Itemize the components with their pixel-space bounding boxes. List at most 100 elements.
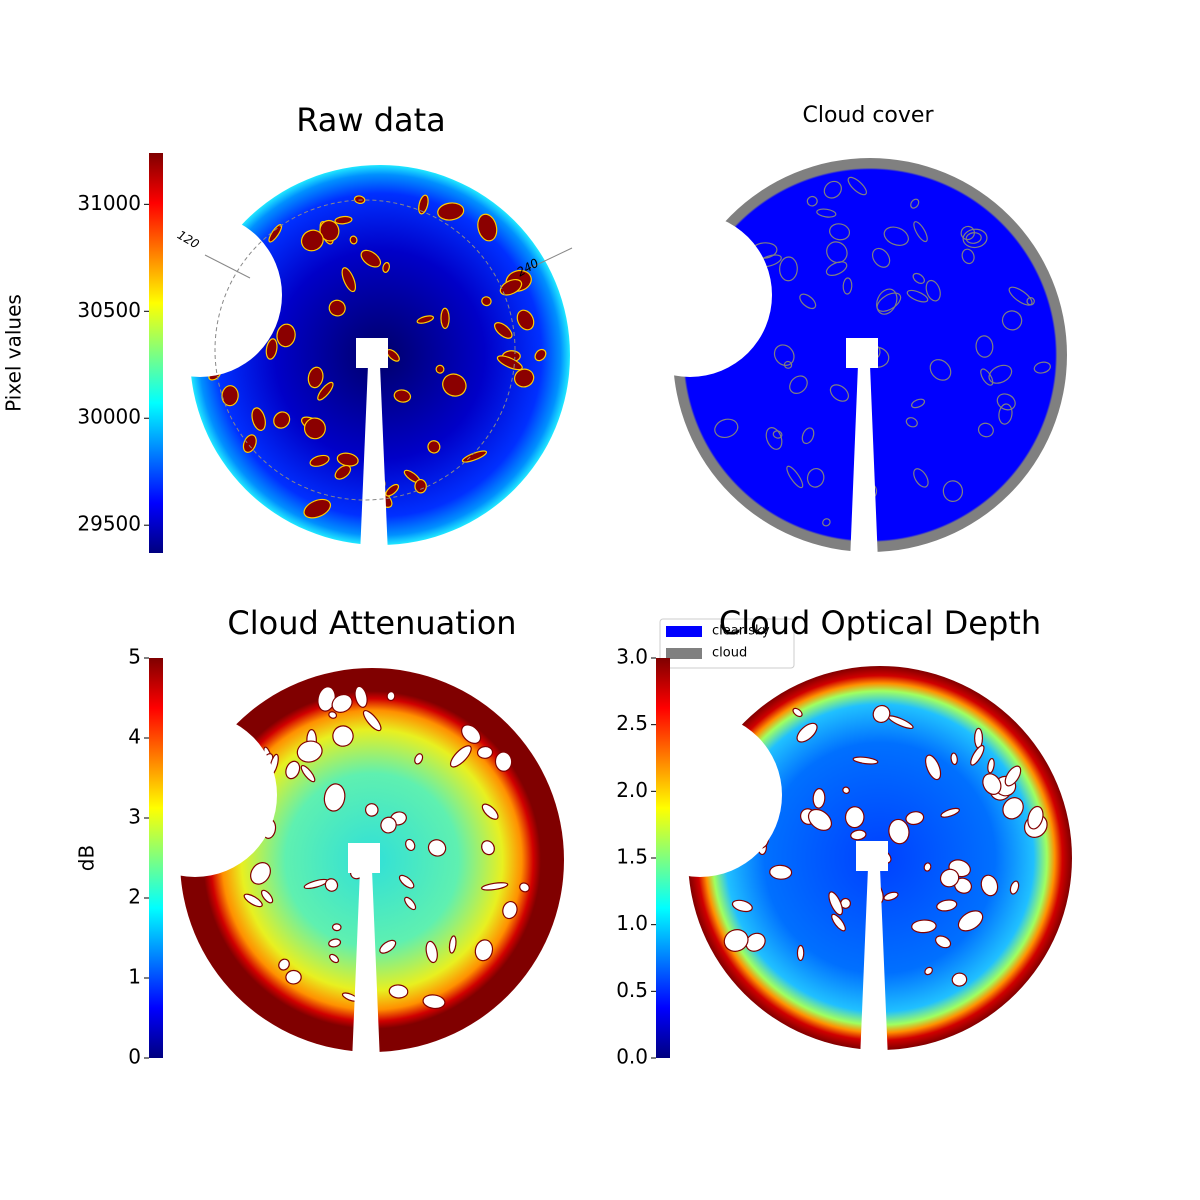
cloud-patch [323,783,346,812]
cloud-patch [852,756,879,765]
cloud-patch [998,403,1013,425]
cloud-patch [324,878,339,892]
cloud-patch [905,811,925,826]
colorbar-tick-label: 2 [128,885,141,909]
cloud-patch [888,818,910,845]
cloud-patch [422,994,446,1010]
cloud-patch [816,208,837,218]
mask-mast [360,365,388,553]
cloud-patch [354,685,368,708]
cloud-patch [987,757,995,774]
colorbar [656,658,670,1058]
cloud-patch [481,840,495,856]
cloud-patch [481,296,492,307]
mask-head [846,338,878,368]
mask-notch [640,213,772,377]
cloud-patch [404,896,417,911]
cloud-patch [1026,297,1035,306]
cloud-patch [831,913,846,932]
cloud-patch [913,221,928,243]
cloud-patch [449,745,472,768]
cloud-patch [388,984,409,999]
colorbar-tick-label: 29500 [77,512,141,536]
panel: Cloud Attenuation 0 1 2 3 4 5 dB [75,604,564,1069]
cloud-patch [285,969,302,985]
cloud-patch [307,366,324,389]
cloud-patch [745,932,766,952]
cloud-patch [328,938,342,948]
cloud-patch [980,368,994,386]
cloud-patch [823,180,842,199]
cloud-patch [349,235,358,245]
cloud-patch [309,454,330,467]
cloud-patch [913,468,929,488]
cloud-patch [975,335,994,358]
cloud-patch [386,691,396,702]
panel: Cloud cover [640,103,1067,553]
cloud-patch [826,241,848,264]
panel-title: Raw data [296,101,446,139]
cloud-patch [977,422,994,438]
cloud-patch [1027,805,1044,830]
cloud-patch [970,744,985,766]
cloud-patch [828,891,844,916]
cloud-patch [939,868,960,888]
cloud-patch [265,338,278,360]
cloud-patch [334,215,353,225]
cloud-patch [936,899,958,912]
cloud-patch [799,293,817,310]
cloud-patch [906,289,929,303]
colorbar-label: Pixel values [2,294,26,412]
cloud-patch [414,753,424,765]
cloud-patch [285,760,301,780]
cloud-patch [499,278,523,296]
cloud-patch [786,465,804,489]
cloud-patch [925,279,941,302]
cloud-patch [905,417,918,428]
cloud-patch [796,944,805,962]
cloud-patch [723,929,749,952]
cloud-patch [516,309,535,331]
mask-mast [860,868,888,1058]
panel-title: Cloud Attenuation [227,604,516,642]
cloud-patch [1009,880,1020,895]
mask-mast [352,870,380,1058]
sky-image [140,165,570,553]
cloud-patch [427,839,447,857]
cloud-patch [502,900,518,920]
colorbar-tick-label: 1.0 [616,911,648,935]
cloud-patch [951,972,968,987]
cloud-patch [360,249,382,268]
cloud-patch [982,773,1002,795]
legend-swatch [666,648,702,659]
cloud-patch [1033,361,1051,374]
cloud-patch [380,816,397,834]
cloud-patch [807,808,833,831]
cloud-patch [806,467,825,488]
colorbar [149,658,163,1058]
cloud-patch [923,862,932,872]
cloud-patch [303,417,326,440]
cloud-patch [494,322,513,339]
cloud-patch [416,315,434,324]
cloud-patch [1001,310,1023,331]
cloud-patch [341,267,357,293]
cloud-patch [822,518,831,527]
cloud-patch [437,202,465,221]
colorbar-tick-label: 4 [128,725,141,749]
cloud-patch [317,381,334,401]
cloud-patch [910,198,920,209]
cloud-patch [440,307,450,330]
cloud-patch [883,226,909,246]
cloud-patch [965,232,982,244]
mask-head [856,841,888,871]
cloud-patch [988,364,1013,384]
legend-label: cloud [712,646,747,661]
cloud-patch [243,893,263,908]
cloud-patch [779,256,798,282]
cloud-patch [792,707,803,718]
colorbar-tick-label: 2.0 [616,778,648,802]
cloud-patch [405,838,416,852]
cloud-patch [924,966,933,976]
